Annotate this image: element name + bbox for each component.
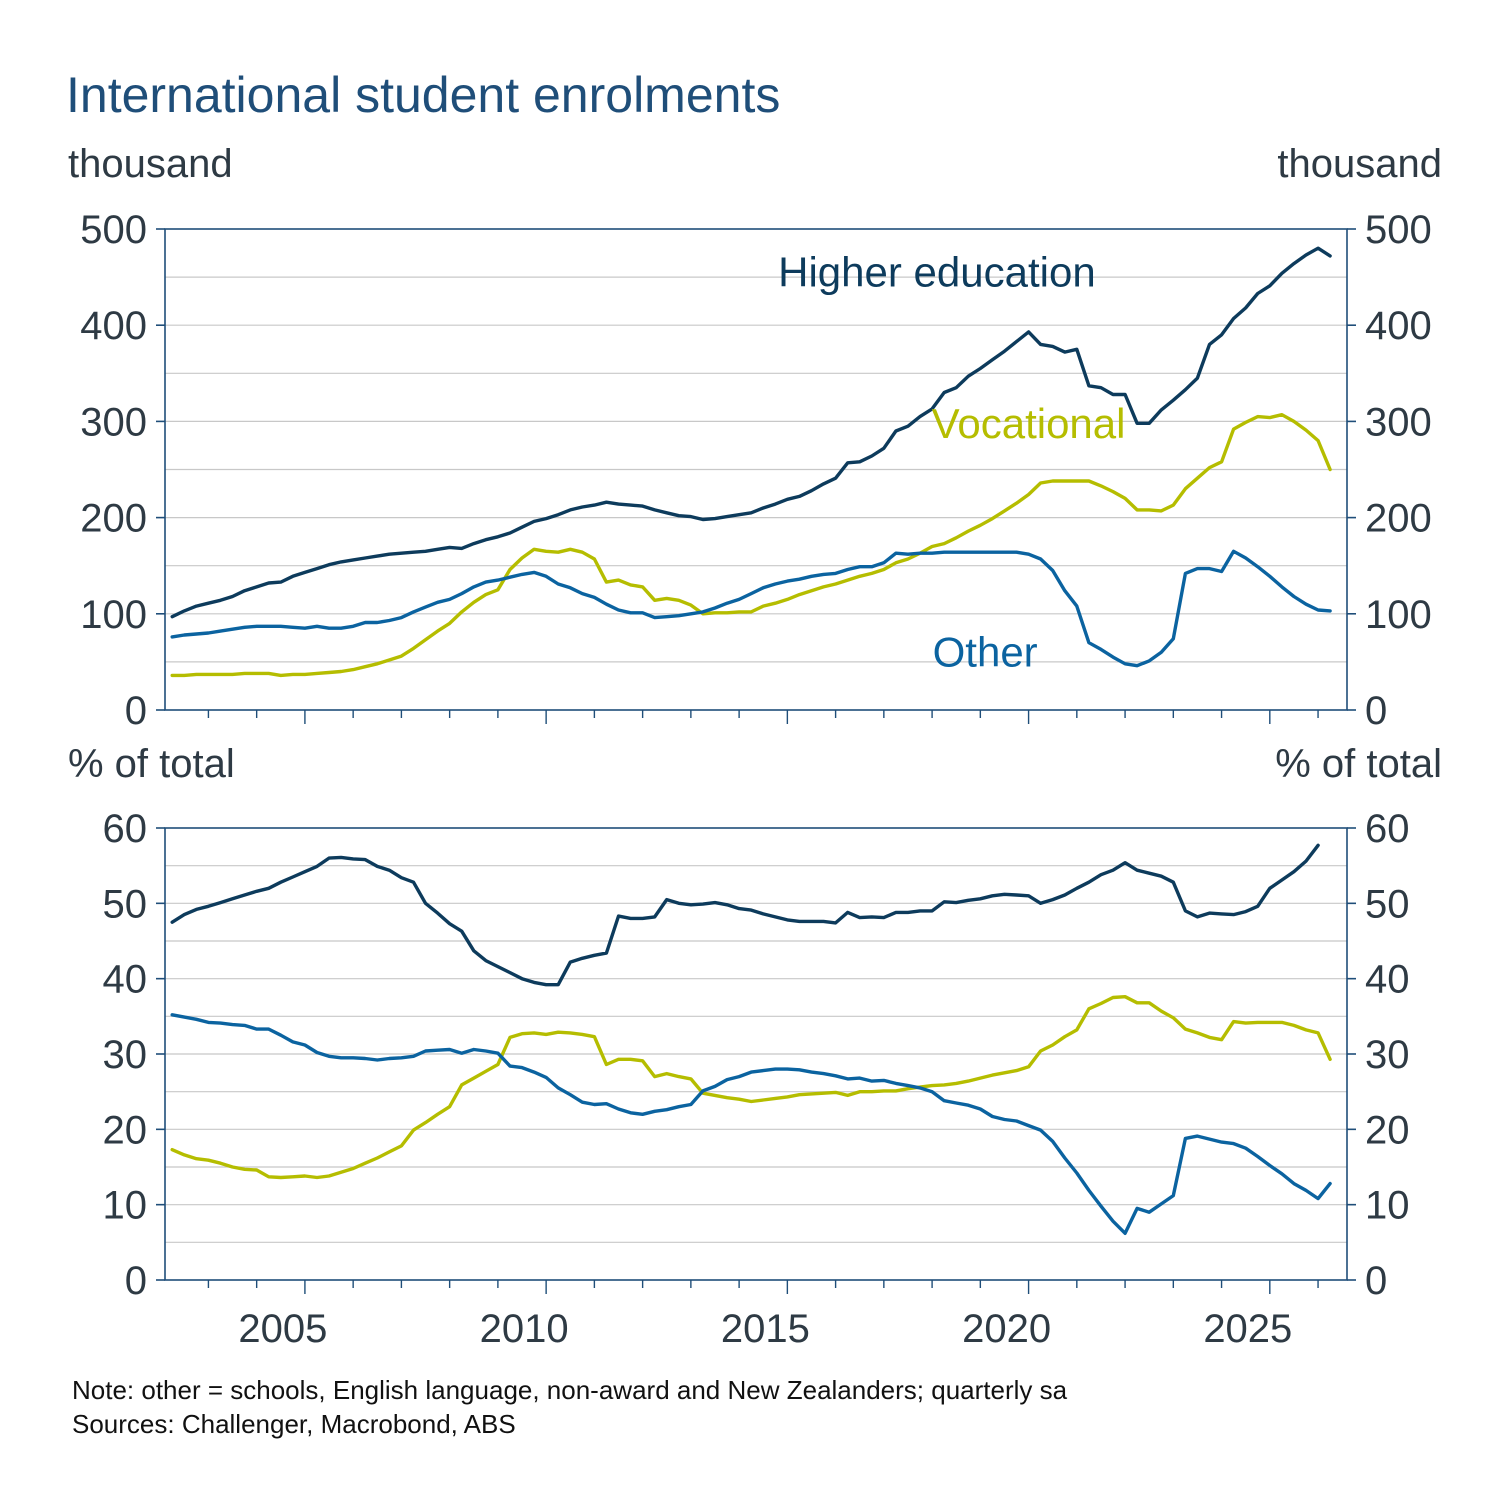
top-panel-levels: 0 0 100 100 200 200 300 300 400 400 500 500 Higher e…	[80, 208, 1432, 733]
y-tick-label-right: 40	[1365, 958, 1410, 1002]
y-tick-label-left: 30	[103, 1033, 148, 1077]
y-tick-label-left: 10	[103, 1184, 148, 1228]
y-tick-label-left: 100	[80, 593, 147, 637]
chart-sources: Sources: Challenger, Macrobond, ABS	[72, 1409, 516, 1439]
bottom-right-unit-label: % of total	[1275, 742, 1442, 786]
bottom-left-unit-label: % of total	[68, 742, 235, 786]
top-right-unit-label: thousand	[1277, 142, 1442, 186]
y-tick-label-left: 400	[80, 304, 147, 348]
y-tick-label-left: 300	[80, 400, 147, 444]
x-tick-label: 2005	[238, 1307, 327, 1351]
series-label-other: Other	[933, 629, 1038, 676]
y-tick-label-left: 500	[80, 208, 147, 252]
series-line-vocational	[170, 413, 1332, 678]
y-tick-label-right: 20	[1365, 1108, 1410, 1152]
y-tick-label-left: 50	[103, 882, 148, 926]
y-tick-label-right: 10	[1365, 1184, 1410, 1228]
series-line-higher-education	[170, 843, 1320, 987]
y-tick-label-right: 300	[1365, 400, 1432, 444]
y-tick-label-left: 0	[125, 689, 147, 733]
y-tick-label-right: 0	[1365, 689, 1387, 733]
series-line-higher-education	[170, 246, 1332, 619]
series-label-vocational: Vocational	[932, 400, 1126, 447]
chart-title: International student enrolments	[66, 67, 781, 123]
chart-note: Note: other = schools, English language,…	[72, 1375, 1068, 1405]
y-tick-label-right: 100	[1365, 593, 1432, 637]
top-left-unit-label: thousand	[68, 142, 233, 186]
y-tick-label-left: 0	[125, 1259, 147, 1303]
y-tick-label-left: 200	[80, 497, 147, 541]
x-tick-label: 2010	[480, 1307, 569, 1351]
series-line-other	[170, 1013, 1332, 1235]
x-tick-label: 2025	[1203, 1307, 1292, 1351]
y-tick-label-right: 60	[1365, 807, 1410, 851]
series-label-higher-education: Higher education	[778, 249, 1096, 296]
series-line-vocational	[170, 995, 1332, 1180]
y-tick-label-right: 200	[1365, 497, 1432, 541]
x-tick-label: 2015	[721, 1307, 810, 1351]
y-tick-label-left: 60	[103, 807, 148, 851]
series-line-other	[170, 549, 1332, 668]
y-tick-label-left: 40	[103, 958, 148, 1002]
x-tick-label: 2020	[962, 1307, 1051, 1351]
y-tick-label-right: 0	[1365, 1259, 1387, 1303]
plot-frame	[164, 228, 1348, 711]
y-tick-label-right: 50	[1365, 882, 1410, 926]
y-tick-label-right: 30	[1365, 1033, 1410, 1077]
y-tick-label-right: 400	[1365, 304, 1432, 348]
y-tick-label-left: 20	[103, 1108, 148, 1152]
y-tick-label-right: 500	[1365, 208, 1432, 252]
